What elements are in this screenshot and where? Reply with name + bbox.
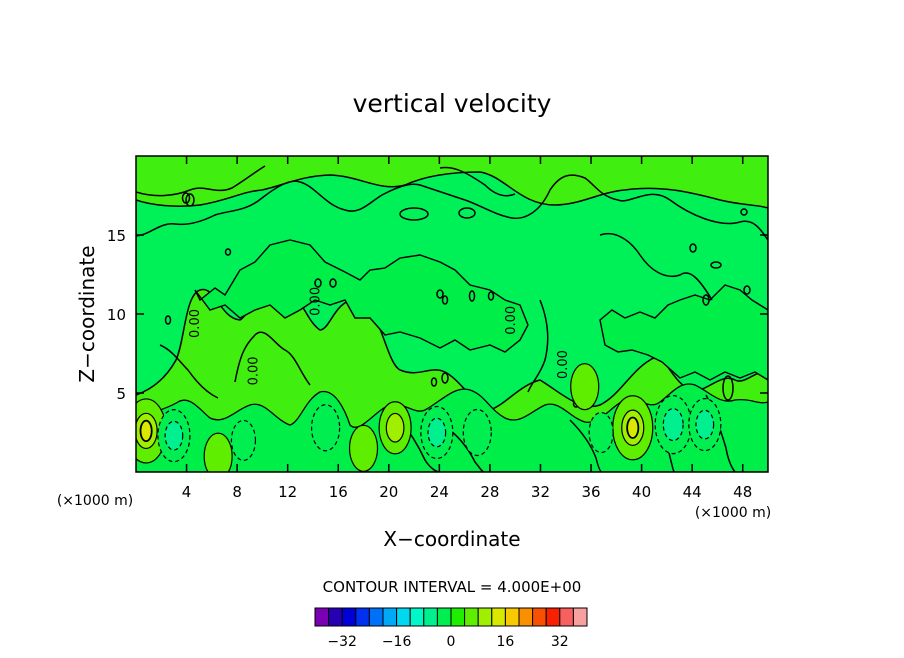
downdraft-core xyxy=(427,417,447,448)
contour-label: 0.00 xyxy=(556,350,571,379)
x-axis-ticks: 4 8 12 16 20 24 28 32 36 40 44 48 xyxy=(182,156,752,501)
colorbar-tick-label: −16 xyxy=(382,634,412,650)
updraft-peak xyxy=(139,419,153,443)
colorbar-swatch xyxy=(464,607,479,627)
colorbar-swatch xyxy=(409,607,425,627)
downdraft-core xyxy=(164,420,184,451)
colorbar-swatch xyxy=(382,607,398,627)
y-axis-label: Z−coordinate xyxy=(75,245,99,382)
x-tick-label: 16 xyxy=(329,483,348,501)
colorbar xyxy=(314,607,588,627)
updraft-cell xyxy=(348,424,379,472)
y-tick-label: 15 xyxy=(107,227,126,245)
colorbar-tick-label: 0 xyxy=(447,634,456,650)
y-tick-label: 5 xyxy=(116,385,126,403)
contour-label: 0.00 xyxy=(246,356,261,385)
x-tick-label: 36 xyxy=(581,483,600,501)
colorbar-swatch xyxy=(368,607,384,627)
x-tick-label: 28 xyxy=(480,483,499,501)
colorbar-swatch xyxy=(477,607,493,627)
updraft-core xyxy=(385,412,405,443)
updraft-peak xyxy=(626,416,640,439)
colorbar-swatch xyxy=(314,607,330,627)
colorbar-swatch xyxy=(532,607,547,627)
colorbar-swatch xyxy=(436,607,452,627)
colorbar-swatch xyxy=(491,607,506,627)
contour-interval-text: CONTOUR INTERVAL = 4.000E+00 xyxy=(323,578,582,596)
downdraft-cell xyxy=(311,404,341,452)
contour-label: 0.00 xyxy=(504,306,519,335)
y-tick-label: 10 xyxy=(107,306,126,324)
colorbar-swatch xyxy=(396,607,411,627)
colorbar-swatch xyxy=(572,607,588,627)
x-tick-label: 20 xyxy=(379,483,398,501)
colorbar-swatch xyxy=(518,607,534,627)
contour-label: 0.00 xyxy=(308,287,323,316)
y-unit-label: (×1000 m) xyxy=(57,493,133,509)
colorbar-swatch xyxy=(545,607,561,627)
x-tick-label: 48 xyxy=(733,483,752,501)
colorbar-swatch xyxy=(355,607,370,627)
downdraft-cell xyxy=(462,408,492,457)
plot-area: 0.000.000.000.000.00 4 8 12 16 20 24 28 32 36 40 4… xyxy=(107,155,769,501)
x-unit-label: (×1000 m) xyxy=(695,505,771,521)
downdraft-core xyxy=(662,408,684,442)
colorbar-swatch xyxy=(328,607,343,627)
contour-label: 0.00 xyxy=(188,309,203,338)
downdraft-cell xyxy=(588,411,614,454)
colorbar-swatch xyxy=(341,607,357,627)
x-tick-label: 32 xyxy=(531,483,550,501)
colorbar-swatch xyxy=(559,607,574,627)
chart-title: vertical velocity xyxy=(353,89,552,118)
colorbar-tick-label: 16 xyxy=(496,634,514,650)
x-tick-label: 40 xyxy=(632,483,651,501)
x-tick-label: 24 xyxy=(430,483,449,501)
downdraft-cell xyxy=(230,419,257,461)
colorbar-swatch xyxy=(450,607,466,627)
contour-labels: 0.00 0.00 0.00 0.00 0.00 xyxy=(188,287,571,385)
colorbar-swatch xyxy=(504,607,520,627)
downdraft-core xyxy=(695,409,715,440)
velocity-cells xyxy=(136,363,722,472)
updraft-cell xyxy=(203,432,233,472)
region-tower-band xyxy=(194,239,529,353)
x-tick-label: 4 xyxy=(182,483,192,501)
colorbar-tick-label: 32 xyxy=(551,634,569,650)
y-axis-ticks: 5 10 15 xyxy=(107,227,768,403)
colorbar-labels: −32 −16 0 16 32 xyxy=(327,634,568,650)
x-axis-label: X−coordinate xyxy=(383,527,520,551)
updraft-cell xyxy=(570,363,600,411)
x-tick-label: 12 xyxy=(278,483,297,501)
colorbar-swatch xyxy=(423,607,438,627)
region-tower-band-right xyxy=(599,284,768,381)
x-tick-label: 8 xyxy=(232,483,242,501)
x-tick-label: 44 xyxy=(683,483,702,501)
colorbar-tick-label: −32 xyxy=(327,634,357,650)
